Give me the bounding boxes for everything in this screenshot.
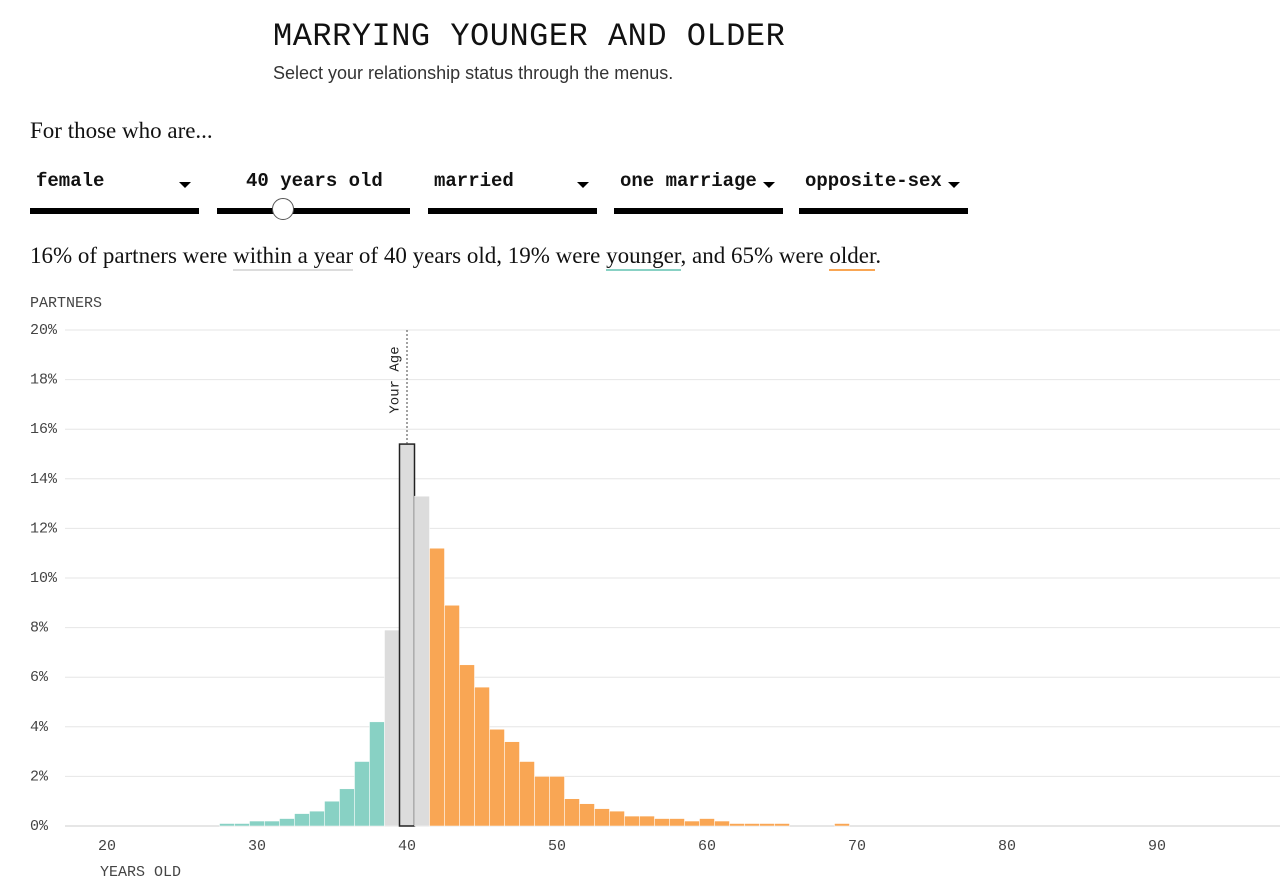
intro: For those who are... <box>30 118 213 143</box>
bar <box>459 664 475 827</box>
bar <box>624 815 640 827</box>
bar <box>579 803 595 827</box>
bar <box>714 820 730 827</box>
bar <box>474 686 490 827</box>
bar <box>249 820 265 827</box>
summary-term: younger <box>606 243 681 271</box>
bar <box>669 818 685 827</box>
bar <box>219 823 235 827</box>
dropdown-label: one marriage <box>620 170 757 192</box>
x-axis-label: YEARS OLD <box>100 864 181 881</box>
y-tick-label: 0% <box>30 818 49 835</box>
bar <box>279 818 295 827</box>
x-tick-label: 40 <box>398 838 416 855</box>
bar <box>729 823 745 827</box>
bar <box>639 815 655 827</box>
arrow <box>577 182 589 188</box>
summary: 16% of partners were within a year of 40… <box>30 243 882 271</box>
summary-term: older <box>829 243 876 271</box>
bar <box>609 810 625 827</box>
y-tick-label: 20% <box>30 322 58 339</box>
arrow <box>179 182 191 188</box>
bar <box>759 823 775 827</box>
summary-text: . <box>875 243 882 268</box>
y-axis-label: PARTNERS <box>30 295 102 312</box>
bar <box>398 443 416 827</box>
bar <box>744 823 760 827</box>
y-tick-label: 16% <box>30 421 58 438</box>
x-tick-label: 60 <box>698 838 716 855</box>
bar <box>339 788 355 827</box>
x-tick-label: 20 <box>98 838 116 855</box>
arrow <box>763 182 775 188</box>
bar <box>429 547 445 827</box>
y-tick-label: 4% <box>30 719 49 736</box>
bar <box>684 820 700 827</box>
subtitle: Select your relationship status through … <box>273 63 674 83</box>
y-tick-label: 8% <box>30 620 49 637</box>
bar <box>549 776 565 827</box>
bar <box>699 818 715 827</box>
bar <box>444 605 460 827</box>
bar <box>594 808 610 827</box>
bar <box>654 818 670 827</box>
x-tick-label: 50 <box>548 838 566 855</box>
bar <box>234 823 250 827</box>
slider-label: 40 years old <box>246 170 383 192</box>
summary-term: within a year <box>233 243 354 271</box>
title: MARRYING YOUNGER AND OLDER <box>273 18 786 55</box>
annotation: Your Age <box>388 346 404 413</box>
bar <box>414 495 430 827</box>
dropdown[interactable]: married <box>428 166 597 214</box>
dropdown[interactable]: opposite-sex <box>799 166 968 214</box>
summary-text: , and 65% were <box>680 243 830 268</box>
bar <box>264 820 280 827</box>
y-tick-label: 14% <box>30 471 58 488</box>
bar <box>534 776 550 827</box>
y-tick-label: 10% <box>30 570 58 587</box>
bar <box>519 761 535 827</box>
dropdown-label: married <box>434 170 514 192</box>
x-tick-label: 80 <box>998 838 1016 855</box>
bar <box>834 823 850 827</box>
summary-text: 16% of partners were <box>30 243 234 268</box>
y-tick-label: 6% <box>30 669 49 686</box>
bar <box>774 823 790 827</box>
bar <box>294 813 310 827</box>
bar <box>564 798 580 827</box>
bar <box>369 721 385 827</box>
bar <box>309 810 325 827</box>
x-tick-label: 30 <box>248 838 266 855</box>
bar <box>504 741 520 827</box>
slider-knob[interactable] <box>272 198 294 220</box>
bar <box>354 761 370 827</box>
dropdown[interactable]: one marriage <box>614 166 783 214</box>
summary-text: of 40 years old, 19% were <box>353 243 607 268</box>
arrow <box>948 182 960 188</box>
x-tick-label: 90 <box>1148 838 1166 855</box>
dropdown-label: opposite-sex <box>805 170 942 192</box>
bar <box>384 629 400 827</box>
age-slider[interactable]: 40 years old <box>217 166 410 214</box>
dropdown-label: female <box>36 170 105 192</box>
y-tick-label: 2% <box>30 768 49 785</box>
x-tick-label: 70 <box>848 838 866 855</box>
dropdown[interactable]: female <box>30 166 199 214</box>
bar <box>489 729 505 827</box>
y-tick-label: 12% <box>30 520 58 537</box>
bar <box>324 800 340 827</box>
y-tick-label: 18% <box>30 372 58 389</box>
